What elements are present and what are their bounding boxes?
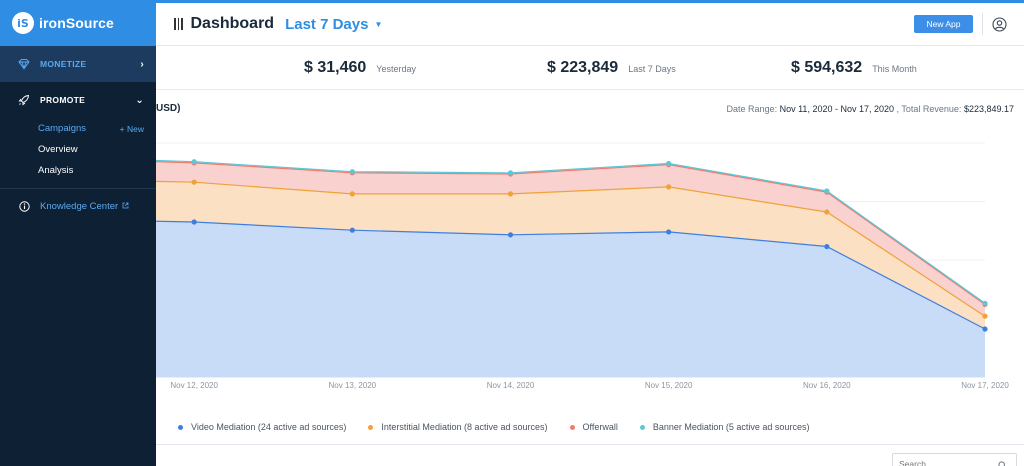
date-range-label: Last 7 Days bbox=[285, 15, 369, 33]
total-revenue-value: $223,849.17 bbox=[963, 104, 1014, 114]
search-input[interactable] bbox=[892, 453, 1017, 466]
new-app-button[interactable]: New App bbox=[914, 15, 973, 33]
data-point bbox=[982, 326, 988, 332]
sidebar-item-label: Knowledge Center bbox=[40, 200, 119, 212]
page-title: Dashboard bbox=[190, 15, 275, 32]
sidebar-item-label: MONETIZE bbox=[40, 59, 87, 69]
x-tick-label: Nov 12, 2020 bbox=[170, 381, 218, 390]
data-point bbox=[666, 229, 672, 235]
revenue-chart-panel: Nov 12, 2020 Nov 13, 2020 Nov 14, 2020 Nov … bbox=[156, 91, 1024, 466]
data-point bbox=[191, 159, 197, 165]
stat-yesterday: $ 31,460 Yesterday bbox=[304, 59, 416, 77]
legend-dot bbox=[569, 424, 575, 430]
legend-label: Interstitial Mediation (8 active ad sour… bbox=[381, 422, 548, 432]
x-tick-label: Nov 16, 2020 bbox=[803, 381, 851, 390]
chevron-right-icon: › bbox=[140, 58, 144, 70]
legend-item-offerwall[interactable]: Offerwall bbox=[569, 422, 618, 432]
sidebar-item-promote[interactable]: PROMOTE ⌄ bbox=[0, 82, 156, 118]
header-divider bbox=[982, 13, 983, 35]
legend-label: Video Mediation (24 active ad sources) bbox=[191, 422, 347, 432]
data-point bbox=[982, 300, 988, 306]
data-point bbox=[507, 232, 514, 238]
sidebar-item-monetize[interactable]: MONETIZE › bbox=[0, 46, 156, 82]
brand-logo[interactable]: iS ironSource bbox=[0, 0, 156, 46]
data-point bbox=[666, 160, 672, 167]
data-point bbox=[824, 209, 830, 215]
date-range-caption: Date Range: bbox=[726, 104, 778, 114]
stat-this-month: $ 594,632 This Month bbox=[791, 59, 917, 77]
diamond-icon bbox=[18, 58, 30, 70]
legend-label: Offerwall bbox=[582, 422, 618, 432]
legend-dot bbox=[178, 424, 183, 430]
sidebar-subitem-label: Analysis bbox=[38, 165, 74, 176]
chart-range-info: Date Range: Nov 11, 2020 - Nov 17, 2020 … bbox=[727, 104, 1014, 114]
legend-label: Banner Mediation (5 active ad sources) bbox=[652, 422, 810, 432]
data-point bbox=[191, 179, 197, 185]
chart-title: USD) bbox=[156, 103, 181, 114]
stat-value: $ 31,460 bbox=[304, 59, 367, 76]
info-icon bbox=[18, 200, 30, 212]
data-point bbox=[982, 313, 988, 319]
sidebar-item-analysis[interactable]: Analysis bbox=[0, 160, 156, 181]
area-3 bbox=[156, 161, 985, 317]
caret-down-icon: ▼ bbox=[374, 19, 383, 29]
x-tick-label: Nov 14, 2020 bbox=[487, 381, 535, 390]
new-campaign-link[interactable]: + New bbox=[119, 123, 144, 134]
area-2 bbox=[156, 181, 985, 329]
stat-label: Yesterday bbox=[376, 64, 416, 74]
sidebar-divider bbox=[0, 188, 156, 189]
external-link-icon bbox=[122, 202, 129, 211]
stat-value: $ 594,632 bbox=[791, 59, 863, 76]
total-revenue-caption: , Total Revenue: bbox=[896, 104, 962, 114]
data-point bbox=[507, 170, 514, 176]
columns-icon[interactable] bbox=[174, 18, 183, 30]
revenue-summary: $ 31,460 Yesterday $ 223,849 Last 7 Days… bbox=[156, 47, 1024, 90]
chart-legend: Video Mediation (24 active ad sources) I… bbox=[178, 422, 831, 432]
chevron-down-icon: ⌄ bbox=[135, 94, 144, 106]
legend-dot bbox=[639, 424, 645, 430]
sidebar-item-label: PROMOTE bbox=[40, 95, 86, 105]
legend-item-interstitial[interactable]: Interstitial Mediation (8 active ad sour… bbox=[368, 422, 548, 432]
x-tick-label: Nov 15, 2020 bbox=[645, 381, 693, 390]
data-point bbox=[349, 191, 355, 197]
legend-dot bbox=[368, 424, 374, 430]
search-icon bbox=[998, 457, 1007, 466]
data-point bbox=[191, 219, 197, 225]
x-tick-label: Nov 13, 2020 bbox=[329, 381, 377, 390]
rocket-icon bbox=[18, 94, 30, 106]
x-tick-label: Nov 17, 2020 bbox=[961, 381, 1009, 390]
date-range-value: Nov 11, 2020 - Nov 17, 2020 bbox=[779, 104, 895, 114]
sidebar-subitem-label: Campaigns bbox=[38, 123, 87, 134]
revenue-area-chart: Nov 12, 2020 Nov 13, 2020 Nov 14, 2020 Nov … bbox=[156, 142, 1009, 390]
header: Dashboard Last 7 Days ▼ New App bbox=[156, 3, 1024, 46]
sidebar-item-campaigns[interactable]: Campaigns + New bbox=[0, 118, 156, 139]
top-accent-bar bbox=[156, 0, 1024, 3]
stat-label: Last 7 Days bbox=[628, 64, 676, 74]
sidebar-item-overview[interactable]: Overview bbox=[0, 139, 156, 160]
brand-name: ironSource bbox=[39, 15, 114, 31]
brand-badge: iS bbox=[12, 12, 34, 34]
legend-item-banner[interactable]: Banner Mediation (5 active ad sources) bbox=[639, 422, 810, 432]
data-point bbox=[824, 188, 830, 194]
area-1 bbox=[156, 221, 985, 377]
data-point bbox=[507, 191, 514, 197]
user-account-icon[interactable] bbox=[992, 17, 1007, 32]
stat-label: This Month bbox=[872, 64, 917, 74]
date-range-dropdown[interactable]: Last 7 Days ▼ bbox=[285, 16, 382, 33]
table-divider bbox=[156, 444, 1024, 445]
sidebar-item-knowledge-center[interactable]: Knowledge Center bbox=[0, 189, 156, 223]
legend-item-video[interactable]: Video Mediation (24 active ad sources) bbox=[178, 422, 346, 432]
data-point bbox=[349, 169, 355, 175]
sidebar: iS ironSource MONETIZE › PROMOTE ⌄ Campa… bbox=[0, 0, 156, 466]
data-point bbox=[666, 184, 672, 190]
data-point bbox=[824, 243, 830, 250]
stat-last-7-days: $ 223,849 Last 7 Days bbox=[547, 59, 676, 77]
sidebar-subitem-label: Overview bbox=[38, 144, 78, 155]
data-point bbox=[349, 227, 355, 233]
stat-value: $ 223,849 bbox=[547, 59, 619, 76]
